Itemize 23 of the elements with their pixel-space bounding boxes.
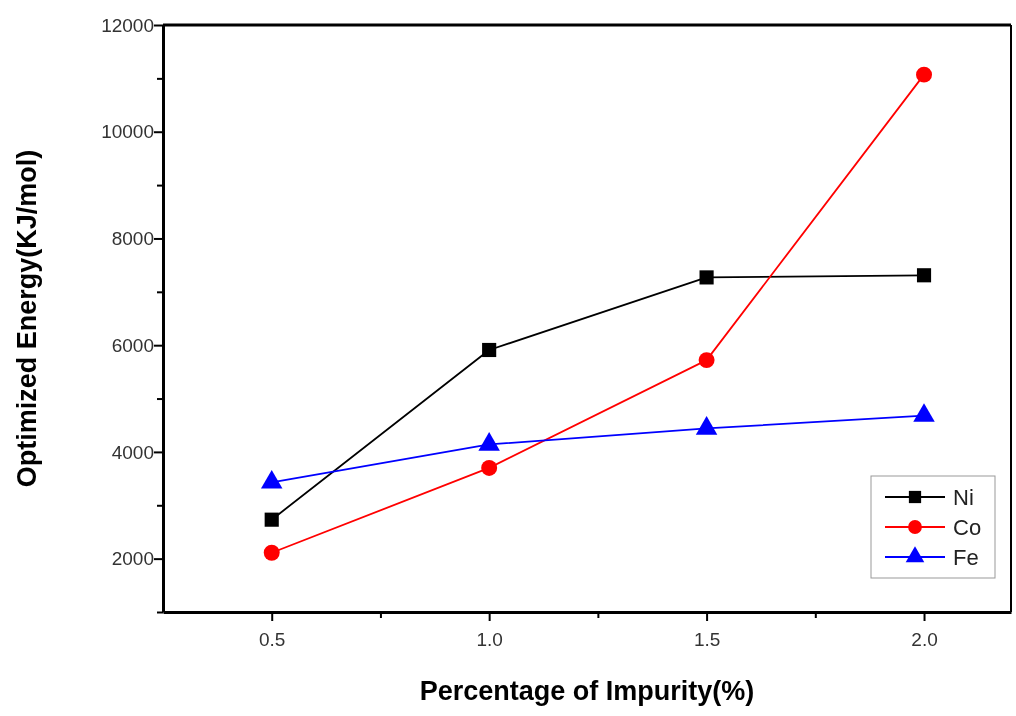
- x-tick-label: 2.0: [911, 628, 938, 650]
- point: [264, 512, 279, 527]
- point: [916, 268, 932, 283]
- x-tick-label: 1.5: [693, 628, 721, 650]
- y-tick-label: 6000: [111, 334, 154, 356]
- point: [263, 544, 280, 561]
- legend-label: Co: [953, 515, 982, 540]
- point: [482, 342, 497, 358]
- point: [698, 352, 715, 369]
- y-tick-label: 12000: [101, 14, 154, 36]
- legend-label: Ni: [953, 485, 974, 510]
- y-tick-label: 10000: [101, 121, 154, 143]
- y-tick-label: 8000: [111, 228, 154, 250]
- y-axis-title: Optimized Energy(KJ/mol): [12, 149, 42, 488]
- y-tick-label: 2000: [111, 548, 154, 570]
- x-tick-label: 1.0: [476, 628, 503, 650]
- point: [916, 66, 932, 83]
- x-tick-label: 0.5: [259, 628, 286, 650]
- legend-label: Fe: [953, 545, 979, 570]
- y-tick-label: 4000: [111, 441, 154, 463]
- x-axis-title: Percentage of Impurity(%): [419, 676, 755, 706]
- point: [481, 459, 498, 476]
- point: [699, 270, 714, 285]
